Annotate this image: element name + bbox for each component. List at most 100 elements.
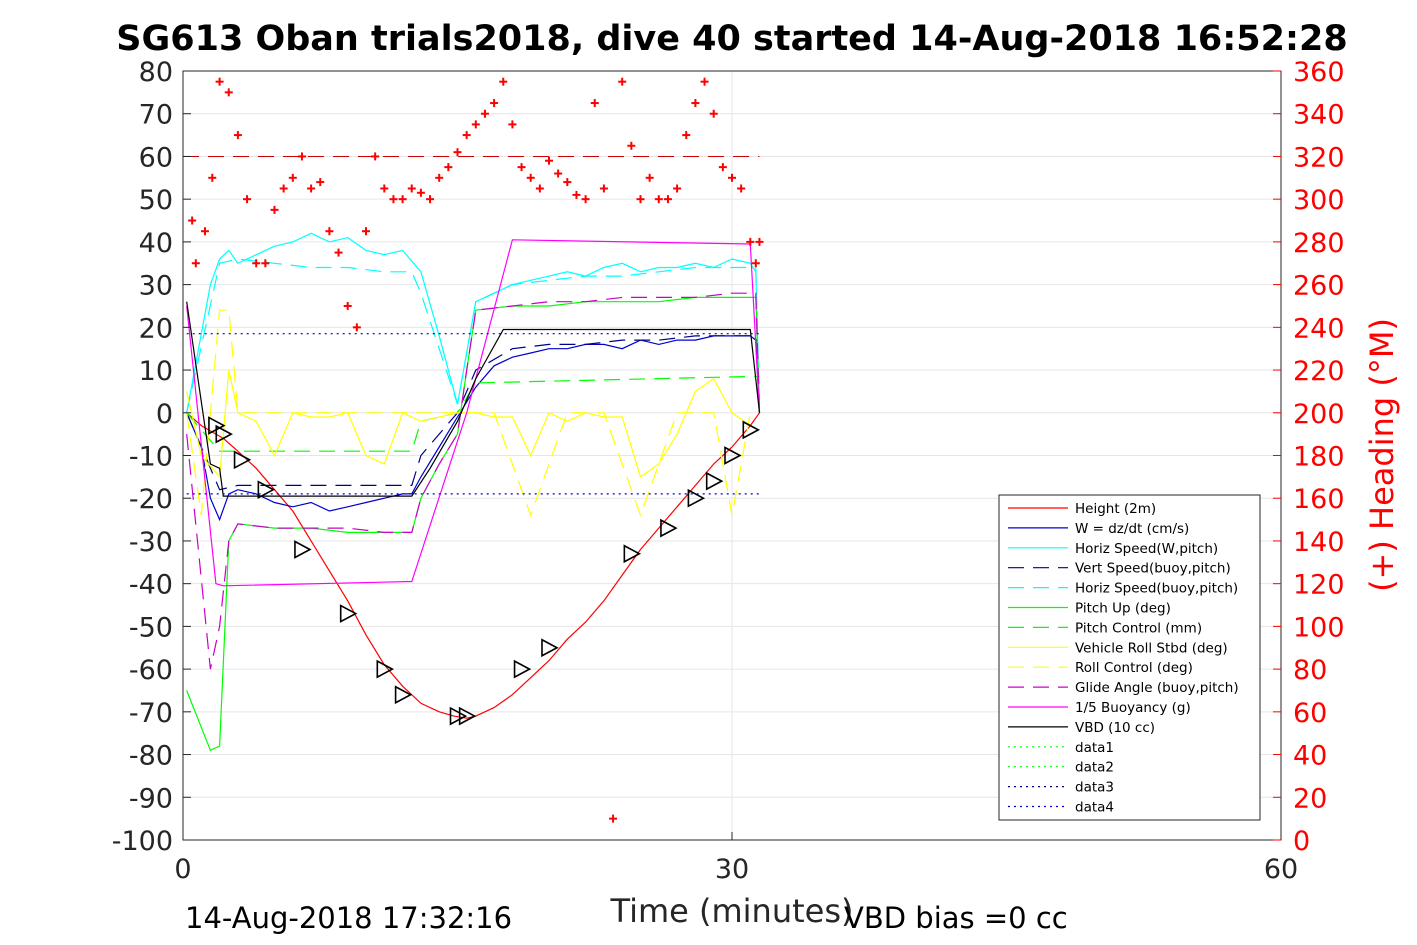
triangle-marker [742, 420, 760, 440]
heading-point [599, 184, 608, 193]
triangle-marker [513, 659, 532, 679]
heading-point [581, 195, 590, 204]
heading-point [691, 99, 700, 108]
y-tick-label: -100 [112, 826, 173, 857]
x-axis-label: Time (minutes) [610, 892, 854, 930]
legend-label: Glide Angle (buoy,pitch) [1075, 680, 1239, 696]
heading-point [380, 184, 389, 193]
legend-entry: Horiz Speed(buoy,pitch) [1008, 581, 1238, 597]
footer-vbd-bias: VBD bias =0 cc [844, 901, 1068, 935]
y-right-tick-label: 80 [1293, 655, 1327, 686]
series-line-roll-control-deg [186, 309, 751, 518]
heading-point [325, 227, 334, 236]
heading-point [590, 99, 599, 108]
legend-label: data2 [1075, 760, 1114, 776]
legend-entry: Pitch Up (deg) [1008, 601, 1171, 617]
heading-point [545, 156, 553, 165]
heading-point [453, 148, 462, 157]
y-right-tick-label: 160 [1293, 484, 1345, 515]
x-tick-label: 60 [1264, 854, 1298, 885]
triangle-marker [458, 706, 477, 726]
y-tick-label: -60 [129, 655, 173, 686]
series-line-w-dz-dt-cm-s [186, 335, 761, 522]
legend-label: Roll Control (deg) [1075, 660, 1193, 676]
y-right-tick-label: 60 [1293, 698, 1327, 729]
y-tick-label: -40 [129, 570, 173, 601]
heading-point [627, 141, 636, 150]
heading-point [208, 173, 217, 182]
heading-point [252, 259, 261, 268]
heading-point [673, 184, 682, 193]
heading-point [316, 178, 325, 187]
heading-point [663, 195, 672, 204]
legend-label: Vehicle Roll Stbd (deg) [1075, 640, 1228, 656]
y-right-tick-label: 280 [1293, 228, 1345, 259]
series-line-pitch-control-mm [186, 375, 760, 452]
heading-point [243, 195, 252, 204]
x-tick-label: 30 [715, 854, 749, 885]
y-right-tick-label: 260 [1293, 271, 1345, 302]
heading-point [471, 120, 480, 129]
heading-point [191, 259, 200, 268]
legend-entry: data4 [1008, 800, 1114, 816]
heading-point [371, 152, 380, 161]
heading-point [682, 131, 691, 140]
heading-point [517, 163, 526, 172]
heading-point [572, 190, 581, 199]
legend-entry: Vehicle Roll Stbd (deg) [1008, 640, 1228, 656]
heading-point [416, 188, 425, 197]
legend-label: Pitch Control (mm) [1075, 620, 1202, 636]
y-tick-label: 60 [139, 142, 173, 173]
triangle-marker [233, 450, 252, 470]
heading-point [709, 109, 718, 118]
y-tick-label: -70 [129, 698, 173, 729]
legend-entry: Roll Control (deg) [1008, 660, 1193, 676]
legend-label: data3 [1075, 780, 1114, 796]
y-tick-label: 40 [139, 228, 173, 259]
heading-point [435, 173, 444, 182]
y-tick-label: -90 [129, 783, 173, 814]
y-right-tick-label: 180 [1293, 442, 1345, 473]
series-line-height-2m [186, 412, 760, 719]
x-tick-label: 0 [174, 854, 191, 885]
y-right-tick-label: 360 [1293, 57, 1345, 88]
legend-label: 1/5 Buoyancy (g) [1075, 700, 1191, 716]
heading-point [609, 814, 618, 823]
y-tick-label: 80 [139, 57, 173, 88]
y-right-tick-label: 320 [1293, 142, 1345, 173]
heading-point [215, 77, 224, 86]
heading-point [618, 77, 627, 86]
heading-point [480, 109, 489, 118]
legend-label: Vert Speed(buoy,pitch) [1075, 561, 1231, 577]
series-line-vehicle-roll-stbd-deg [186, 369, 751, 479]
heading-point [718, 163, 727, 172]
legend-entry: Pitch Control (mm) [1008, 620, 1202, 636]
y-tick-label: 70 [139, 100, 173, 131]
heading-point [224, 88, 233, 97]
triangle-marker [376, 659, 394, 679]
heading-point [270, 205, 279, 214]
y-right-tick-label: 200 [1293, 399, 1345, 430]
y-right-tick-label: 0 [1293, 826, 1310, 857]
series-line-1-5-buoyancy-g [186, 239, 761, 587]
heading-point [746, 237, 755, 246]
y-tick-label: -20 [129, 484, 173, 515]
legend-label: Horiz Speed(buoy,pitch) [1075, 581, 1238, 597]
heading-point [297, 152, 306, 161]
chart-title: SG613 Oban trials2018, dive 40 started 1… [116, 19, 1347, 59]
triangle-marker [687, 488, 706, 508]
y-right-tick-label: 340 [1293, 100, 1345, 131]
heading-point [535, 184, 544, 193]
heading-point [398, 195, 407, 204]
heading-point [645, 173, 654, 182]
heading-point [563, 178, 572, 187]
y-tick-label: -30 [129, 527, 173, 558]
heading-point [233, 131, 242, 140]
series-line-glide-angle-buoy-pitch [186, 292, 761, 670]
heading-point [352, 323, 361, 332]
legend-entry: data2 [1008, 760, 1114, 776]
heading-point [462, 131, 471, 140]
heading-point [490, 99, 499, 108]
heading-point [554, 169, 563, 178]
heading-point [526, 173, 535, 182]
